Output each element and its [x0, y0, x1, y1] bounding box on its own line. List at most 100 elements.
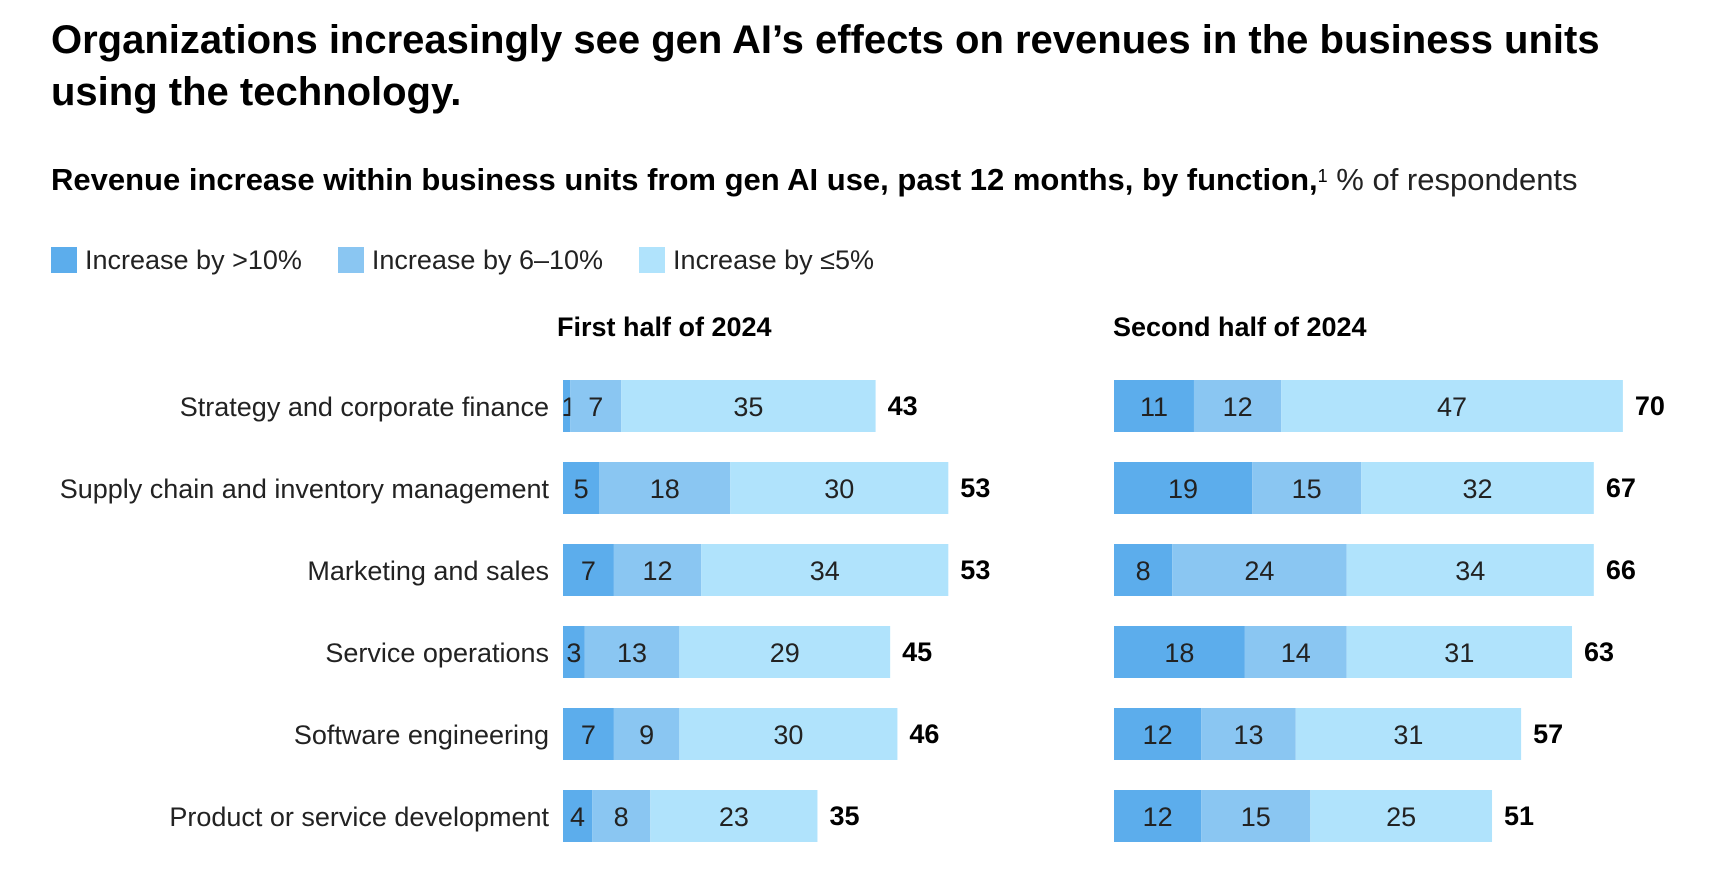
value-label-h1-marketing-and-sales-increase-by-6-10: 12	[642, 556, 672, 586]
value-label-h2-marketing-and-sales-increase-by-10: 8	[1136, 556, 1151, 586]
subtitle-unit: % of respondents	[1327, 162, 1578, 197]
value-label-h2-service-operations-increase-by-6-10: 14	[1281, 638, 1311, 668]
bar-h1-service-operations-increase-by-5	[679, 626, 891, 678]
value-label-h1-service-operations-increase-by-10: 3	[566, 638, 581, 668]
total-label-h1-strategy-and-corporate-finance: 43	[888, 391, 918, 421]
value-label-h1-service-operations-increase-by-6-10: 13	[617, 638, 647, 668]
bar-h1-service-operations-increase-by-6-10	[584, 626, 680, 678]
value-label-h2-strategy-and-corporate-finance-increase-by-5: 47	[1437, 392, 1467, 422]
category-label-strategy-and-corporate-finance: Strategy and corporate finance	[180, 392, 549, 422]
value-label-h1-service-operations-increase-by-5: 29	[770, 638, 800, 668]
value-label-h2-service-operations-increase-by-5: 31	[1444, 638, 1474, 668]
category-label-product-or-service-development: Product or service development	[169, 802, 549, 832]
value-label-h1-software-engineering-increase-by-10: 7	[581, 720, 596, 750]
chart-subtitle: Revenue increase within business units f…	[51, 160, 1701, 200]
panel-title-first-half: First half of 2024	[557, 312, 772, 342]
legend-label-6-10: Increase by 6–10%	[371, 244, 604, 275]
total-label-h1-software-engineering: 46	[909, 719, 939, 749]
value-label-h2-strategy-and-corporate-finance-increase-by-10: 11	[1140, 392, 1168, 422]
bar-h2-product-or-service-development-increase-by-5	[1310, 790, 1493, 842]
value-label-h1-software-engineering-increase-by-5: 30	[773, 720, 803, 750]
bar-h2-software-engineering-increase-by-10	[1114, 708, 1202, 760]
value-label-h1-supply-chain-and-inventory-management-increase-by-10: 5	[574, 474, 589, 504]
bar-h2-product-or-service-development-increase-by-10	[1114, 790, 1202, 842]
bar-h2-software-engineering-increase-by-6-10	[1201, 708, 1296, 760]
total-label-h2-service-operations: 63	[1584, 637, 1614, 667]
value-label-h1-software-engineering-increase-by-6-10: 9	[639, 720, 654, 750]
bar-h1-marketing-and-sales-increase-by-6-10	[613, 544, 702, 596]
total-label-h1-product-or-service-development: 35	[829, 801, 859, 831]
category-label-service-operations: Service operations	[325, 638, 549, 668]
value-label-h1-supply-chain-and-inventory-management-increase-by-5: 30	[824, 474, 854, 504]
bar-h2-service-operations-increase-by-10	[1114, 626, 1245, 678]
total-label-h2-supply-chain-and-inventory-management: 67	[1606, 473, 1636, 503]
subtitle-main: Revenue increase within business units f…	[51, 162, 1318, 197]
bar-h1-marketing-and-sales-increase-by-10	[563, 544, 614, 596]
value-label-h1-supply-chain-and-inventory-management-increase-by-6-10: 18	[650, 474, 680, 504]
value-label-h2-product-or-service-development-increase-by-6-10: 15	[1241, 802, 1271, 832]
value-label-h1-product-or-service-development-increase-by-5: 23	[719, 802, 749, 832]
value-label-h1-product-or-service-development-increase-by-6-10: 8	[614, 802, 629, 832]
value-label-h2-software-engineering-increase-by-6-10: 13	[1233, 720, 1263, 750]
value-label-h1-marketing-and-sales-increase-by-10: 7	[581, 556, 596, 586]
legend-item-6-10: Increase by 6–10%	[337, 244, 604, 276]
value-label-h2-software-engineering-increase-by-10: 12	[1143, 720, 1173, 750]
bar-h2-strategy-and-corporate-finance-increase-by-5	[1281, 380, 1623, 432]
bar-h1-software-engineering-increase-by-6-10	[613, 708, 680, 760]
legend-item-under-5: Increase by ≤5%	[639, 245, 874, 276]
bar-h1-product-or-service-development-increase-by-10	[563, 790, 593, 842]
total-label-h2-software-engineering: 57	[1533, 719, 1563, 749]
value-label-h2-service-operations-increase-by-10: 18	[1164, 638, 1194, 668]
value-label-h2-supply-chain-and-inventory-management-increase-by-10: 19	[1168, 474, 1198, 504]
value-label-h2-software-engineering-increase-by-5: 31	[1393, 720, 1423, 750]
bar-h2-marketing-and-sales-increase-by-10	[1114, 544, 1173, 596]
value-label-h1-product-or-service-development-increase-by-10: 4	[570, 802, 585, 832]
bar-h1-strategy-and-corporate-finance-increase-by-10	[563, 380, 571, 432]
legend: Increase by >10% Increase by 6–10% Incre…	[51, 244, 910, 276]
category-label-software-engineering: Software engineering	[294, 720, 549, 750]
bar-h1-supply-chain-and-inventory-management-increase-by-10	[563, 462, 600, 514]
bar-h1-marketing-and-sales-increase-by-5	[701, 544, 949, 596]
legend-label-under-5: Increase by ≤5%	[673, 244, 874, 275]
bar-h2-strategy-and-corporate-finance-increase-by-6-10	[1193, 380, 1282, 432]
total-label-h2-marketing-and-sales: 66	[1606, 555, 1636, 585]
total-label-h2-product-or-service-development: 51	[1504, 801, 1534, 831]
footnote-marker: 1	[1317, 166, 1328, 186]
value-label-h2-supply-chain-and-inventory-management-increase-by-6-10: 15	[1292, 474, 1322, 504]
bar-h2-marketing-and-sales-increase-by-6-10	[1172, 544, 1347, 596]
value-label-h2-supply-chain-and-inventory-management-increase-by-5: 32	[1462, 474, 1492, 504]
bar-h1-software-engineering-increase-by-10	[563, 708, 614, 760]
bar-h2-service-operations-increase-by-5	[1346, 626, 1573, 678]
legend-swatch-over-10	[51, 247, 77, 273]
category-label-marketing-and-sales: Marketing and sales	[307, 556, 549, 586]
value-label-h1-strategy-and-corporate-finance-increase-by-5: 35	[733, 392, 763, 422]
legend-item-over-10: Increase by >10%	[51, 245, 302, 276]
bar-h2-marketing-and-sales-increase-by-5	[1346, 544, 1594, 596]
bar-h2-supply-chain-and-inventory-management-increase-by-10	[1114, 462, 1253, 514]
chart-title: Organizations increasingly see gen AI’s …	[51, 18, 1600, 114]
total-label-h2-strategy-and-corporate-finance: 70	[1635, 391, 1665, 421]
bar-h1-strategy-and-corporate-finance-increase-by-6-10	[570, 380, 622, 432]
value-label-h2-product-or-service-development-increase-by-5: 25	[1386, 802, 1416, 832]
panel-title-second-half: Second half of 2024	[1113, 312, 1367, 342]
bar-h2-service-operations-increase-by-6-10	[1244, 626, 1347, 678]
bar-h1-software-engineering-increase-by-5	[679, 708, 898, 760]
legend-label-over-10: Increase by >10%	[85, 244, 302, 275]
value-label-h2-strategy-and-corporate-finance-increase-by-6-10: 12	[1223, 392, 1253, 422]
bar-h1-supply-chain-and-inventory-management-increase-by-6-10	[599, 462, 731, 514]
bar-h2-supply-chain-and-inventory-management-increase-by-5	[1361, 462, 1594, 514]
legend-swatch-under-5	[639, 247, 666, 273]
bar-h1-product-or-service-development-increase-by-5	[650, 790, 818, 842]
bar-h2-strategy-and-corporate-finance-increase-by-10	[1114, 380, 1194, 432]
value-label-h2-product-or-service-development-increase-by-10: 12	[1143, 802, 1173, 832]
value-label-h1-marketing-and-sales-increase-by-5: 34	[810, 556, 840, 586]
bar-h1-supply-chain-and-inventory-management-increase-by-5	[730, 462, 949, 514]
total-label-h1-marketing-and-sales: 53	[960, 555, 990, 585]
total-label-h1-service-operations: 45	[902, 637, 932, 667]
category-label-supply-chain-and-inventory-management: Supply chain and inventory management	[60, 474, 550, 504]
value-label-h2-marketing-and-sales-increase-by-5: 34	[1455, 556, 1485, 586]
bar-h2-software-engineering-increase-by-5	[1295, 708, 1522, 760]
bar-h1-product-or-service-development-increase-by-6-10	[592, 790, 651, 842]
bar-h2-supply-chain-and-inventory-management-increase-by-6-10	[1252, 462, 1362, 514]
